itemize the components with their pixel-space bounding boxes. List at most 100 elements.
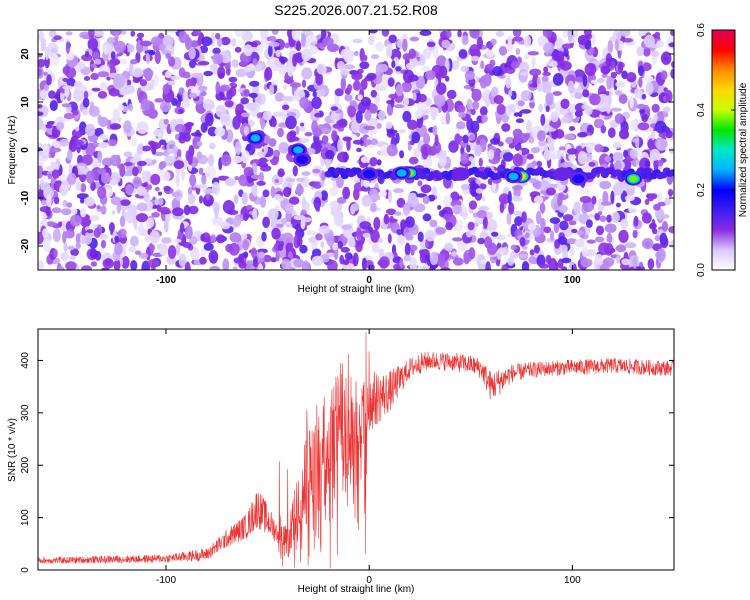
heatmap-cell — [339, 254, 345, 265]
heatmap-cell — [479, 106, 488, 116]
heatmap-cell — [299, 96, 310, 109]
heatmap-cell — [165, 53, 171, 59]
heatmap-cell — [588, 213, 595, 218]
heatmap-cell — [336, 175, 344, 189]
heatmap-cell — [563, 133, 576, 140]
heatmap-cell — [92, 51, 100, 60]
heatmap-cell — [277, 127, 284, 138]
heatmap-cell — [610, 71, 617, 79]
heatmap-cell — [610, 190, 615, 205]
heatmap-cell — [653, 157, 659, 172]
heatmap-cell — [378, 237, 383, 244]
heatmap-cell — [594, 236, 605, 243]
heatmap-cell — [204, 165, 217, 179]
heatmap-cell — [351, 120, 360, 134]
heatmap-cell — [262, 216, 270, 228]
snr-y-tick-label: 400 — [20, 352, 31, 369]
heatmap-cell — [150, 36, 163, 46]
heatmap-cell — [71, 208, 78, 215]
heatmap-cell — [487, 218, 498, 232]
heatmap-cell — [630, 119, 639, 131]
heatmap-cell — [100, 239, 107, 249]
heatmap-cell — [222, 258, 230, 270]
heatmap-cell — [542, 71, 551, 77]
heatmap-cell — [368, 30, 378, 34]
heatmap-cell — [141, 68, 154, 78]
heatmap-cell — [241, 150, 251, 164]
heatmap-cell — [124, 84, 135, 95]
heatmap-cell — [670, 68, 674, 79]
heatmap-cell — [352, 252, 359, 267]
heatmap-cell — [370, 229, 380, 243]
heatmap-cell — [67, 245, 75, 251]
heatmap-cell — [90, 181, 96, 192]
heatmap-cell — [240, 112, 251, 118]
heatmap-cell — [654, 31, 661, 38]
heatmap-cell — [85, 170, 96, 184]
heatmap-cell — [178, 108, 184, 114]
snr-frame — [37, 328, 675, 571]
heatmap-cell — [293, 258, 305, 268]
heatmap-cell — [510, 61, 520, 69]
heatmap-cell — [62, 66, 70, 75]
heatmap-cell — [450, 191, 460, 203]
heatmap-cell — [246, 102, 258, 112]
heatmap-y-tick-label: 0 — [20, 147, 31, 153]
heatmap-cell — [200, 233, 206, 242]
heatmap-cell — [114, 40, 126, 53]
heatmap-cell — [530, 147, 540, 154]
heatmap-cell — [215, 234, 226, 244]
heatmap-cell — [636, 46, 644, 57]
heatmap-hotspot — [572, 174, 585, 184]
heatmap-cell — [470, 120, 480, 133]
heatmap-cell — [538, 180, 551, 191]
snr-x-ticks: -100 0 100 — [156, 329, 581, 586]
heatmap-cell — [668, 225, 674, 234]
heatmap-cell — [60, 208, 72, 216]
heatmap-cell — [668, 42, 674, 48]
heatmap-cell — [403, 254, 412, 262]
heatmap-cell — [87, 37, 99, 52]
heatmap-cell — [535, 210, 542, 225]
heatmap-cell — [639, 108, 646, 115]
heatmap-cell — [184, 261, 191, 270]
heatmap-cell — [63, 242, 68, 252]
heatmap-cell — [612, 141, 622, 149]
heatmap-cell — [560, 117, 570, 124]
heatmap-cell — [629, 148, 638, 159]
heatmap-cell — [501, 123, 511, 132]
heatmap-cell — [282, 104, 290, 111]
heatmap-cell — [446, 89, 457, 100]
heatmap-cell — [420, 184, 432, 194]
heatmap-cell — [511, 195, 523, 202]
heatmap-cell — [249, 80, 260, 87]
heatmap-cell — [569, 247, 575, 257]
heatmap-cell — [163, 118, 169, 125]
heatmap-cell — [586, 143, 594, 154]
heatmap-cell — [414, 109, 423, 119]
heatmap-cell — [599, 180, 612, 190]
heatmap-cell — [618, 129, 630, 140]
heatmap-cell — [426, 41, 436, 48]
heatmap-cell — [242, 239, 250, 251]
heatmap-cell — [65, 31, 73, 36]
heatmap-cell — [647, 193, 655, 202]
heatmap-cell — [518, 253, 528, 259]
heatmap-cell — [261, 231, 267, 242]
heatmap-cell — [665, 130, 673, 139]
heatmap-cell — [200, 122, 208, 133]
heatmap-cell — [220, 115, 230, 123]
heatmap-cell — [347, 105, 356, 118]
snr-x-label: Height of straight line (km) — [298, 584, 415, 595]
heatmap-cell — [145, 53, 151, 65]
heatmap-cell — [543, 149, 552, 161]
heatmap-y-tick-label: 20 — [20, 48, 31, 60]
heatmap-cell — [594, 253, 603, 263]
heatmap-cell — [638, 76, 643, 88]
heatmap-cell — [408, 156, 419, 165]
heatmap-cell — [243, 251, 249, 259]
heatmap-cell — [545, 105, 550, 113]
heatmap-cell — [43, 239, 51, 253]
heatmap-cell — [540, 218, 546, 230]
heatmap-cell — [50, 53, 59, 66]
